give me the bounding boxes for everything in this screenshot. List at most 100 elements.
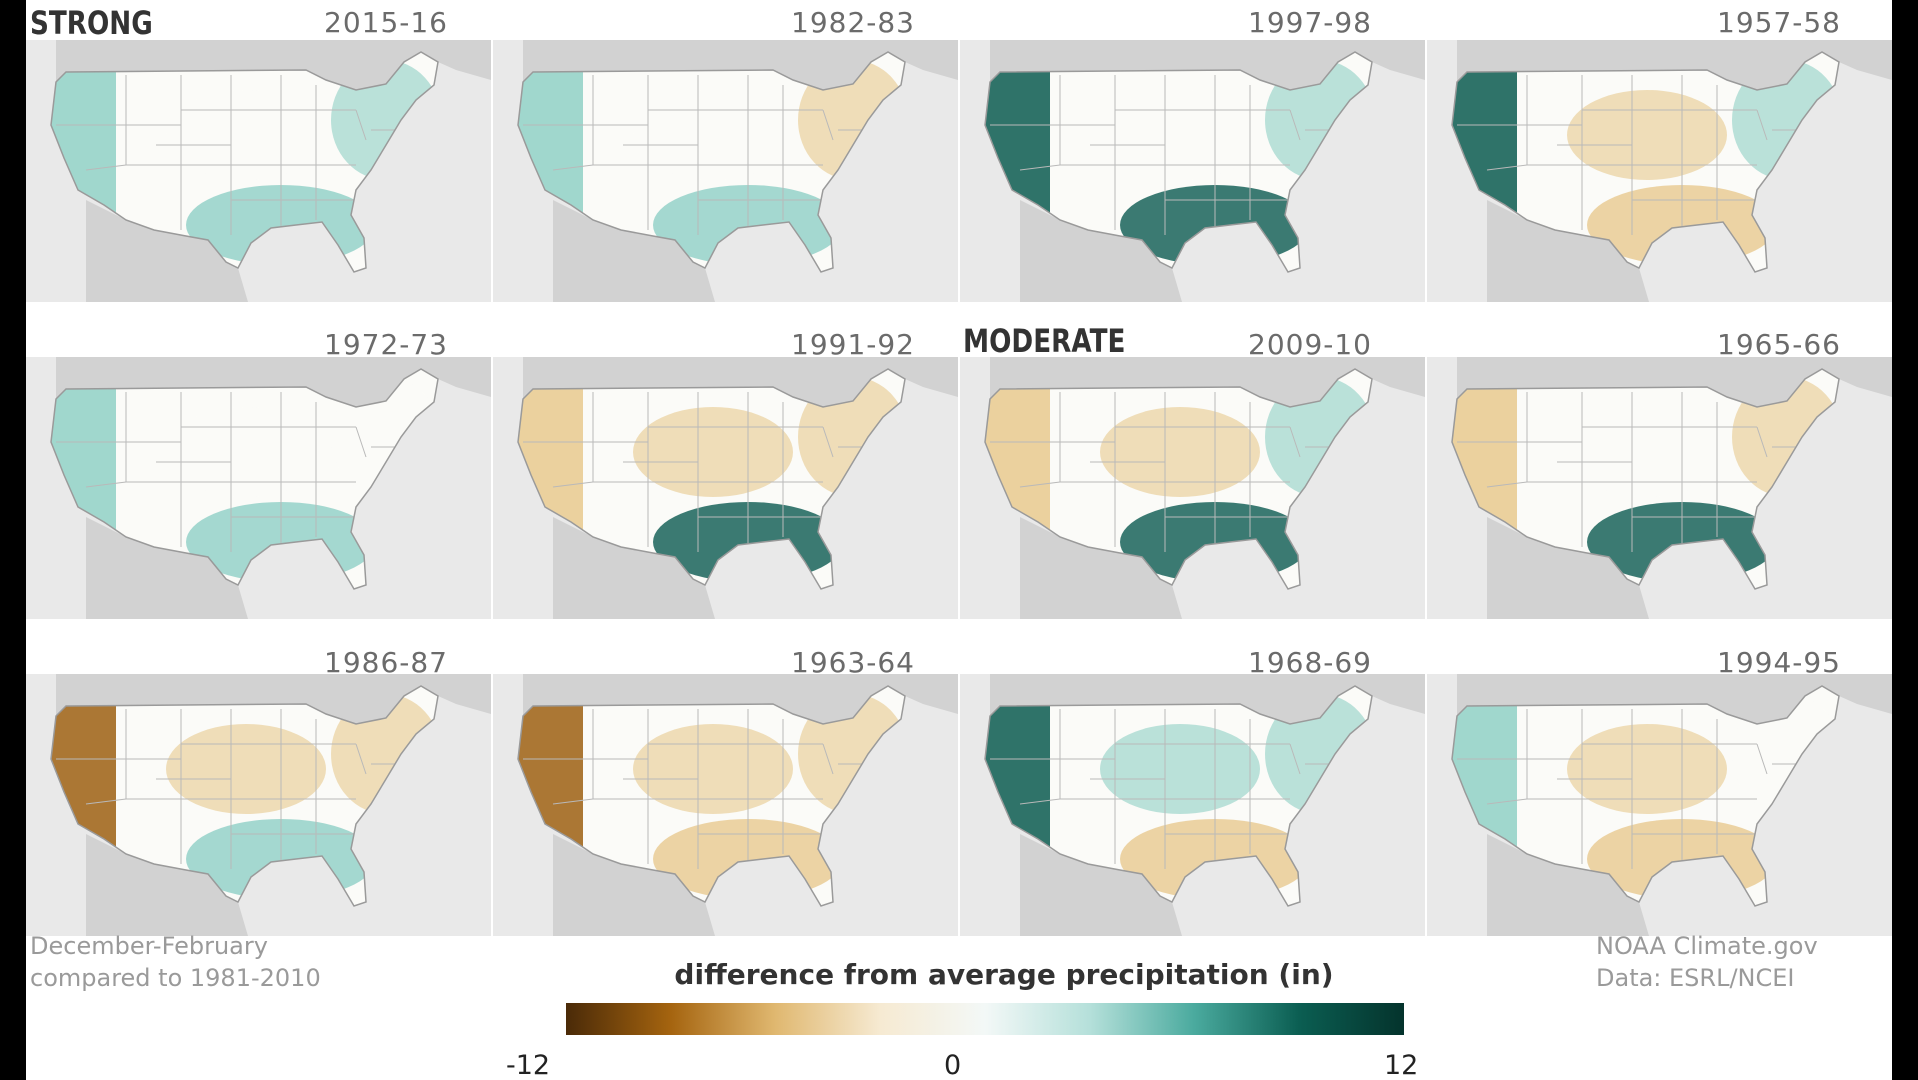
map-panel-1965-66: [1427, 357, 1892, 619]
state-border: [822, 426, 834, 458]
mexico-land: [86, 834, 248, 936]
us-map: [960, 674, 1425, 936]
period-note: December-February compared to 1981-2010: [30, 930, 321, 994]
year-label: 1957-58: [1717, 6, 1841, 39]
us-outline: [984, 368, 1373, 590]
year-label: 2009-10: [1248, 328, 1372, 361]
state-border: [552, 481, 594, 488]
mexico-land: [1487, 517, 1649, 619]
midwest-anomaly: [166, 90, 326, 180]
category-label-moderate: MODERATE: [963, 322, 1126, 360]
canada-land: [1457, 40, 1892, 90]
midwest-anomaly: [1100, 90, 1260, 180]
year-label: 1994-95: [1717, 646, 1841, 679]
us-outline: [50, 685, 439, 907]
state-border: [1756, 426, 1768, 458]
state-border: [1019, 481, 1061, 488]
map-panel-1982-83: [493, 40, 958, 302]
mexico-land: [1487, 200, 1649, 302]
us-outline: [517, 685, 906, 907]
us-map: [26, 674, 491, 936]
us-map: [960, 357, 1425, 619]
us-outline: [1451, 685, 1840, 907]
state-border: [1289, 426, 1301, 458]
midwest-anomaly: [166, 407, 326, 497]
state-border: [1289, 743, 1301, 775]
credit-note-line1: NOAA Climate.gov: [1596, 932, 1818, 960]
period-note-line1: December-February: [30, 932, 268, 960]
canada-land: [523, 674, 958, 724]
us-precip-anomaly: [985, 686, 1372, 906]
canada-land: [523, 357, 958, 407]
state-border: [85, 798, 127, 805]
state-border: [355, 426, 367, 458]
map-panel-1968-69: [960, 674, 1425, 936]
map-panel-1986-87: [26, 674, 491, 936]
state-border: [1756, 109, 1768, 141]
credit-note: NOAA Climate.gov Data: ESRL/NCEI: [1596, 930, 1818, 994]
midwest-anomaly: [1100, 407, 1260, 497]
us-outline: [50, 368, 439, 590]
year-label: 1982-83: [791, 6, 915, 39]
state-border: [1486, 481, 1528, 488]
canada-land: [56, 357, 491, 407]
mexico-land: [553, 834, 715, 936]
state-border: [822, 743, 834, 775]
us-map: [493, 40, 958, 302]
mexico-land: [1020, 517, 1182, 619]
us-outline: [984, 51, 1373, 273]
year-label: 1991-92: [791, 328, 915, 361]
state-border: [1289, 109, 1301, 141]
legend-max-label: 12: [1384, 1050, 1419, 1080]
state-border: [822, 109, 834, 141]
legend-mid-label: 0: [944, 1050, 962, 1080]
map-panel-2009-10: [960, 357, 1425, 619]
canada-land: [990, 40, 1425, 90]
canada-land: [56, 40, 491, 90]
map-panel-1972-73: [26, 357, 491, 619]
year-label: 1965-66: [1717, 328, 1841, 361]
year-label: 1968-69: [1248, 646, 1372, 679]
state-border: [1756, 743, 1768, 775]
map-panel-1963-64: [493, 674, 958, 936]
us-map: [960, 40, 1425, 302]
midwest-anomaly: [633, 90, 793, 180]
us-map: [493, 357, 958, 619]
mexico-land: [86, 517, 248, 619]
period-note-line2: compared to 1981-2010: [30, 964, 321, 992]
map-panel-1994-95: [1427, 674, 1892, 936]
map-grid-panel: 2015-16 1982-83 1997-98 1957-58 1972-73 …: [26, 0, 1892, 1080]
state-border: [85, 481, 127, 488]
state-border: [355, 743, 367, 775]
canada-land: [1457, 674, 1892, 724]
state-border: [1019, 164, 1061, 171]
canada-land: [1457, 357, 1892, 407]
canada-land: [990, 357, 1425, 407]
mexico-land: [553, 517, 715, 619]
map-panel-1991-92: [493, 357, 958, 619]
us-map: [1427, 40, 1892, 302]
midwest-anomaly: [1567, 724, 1727, 814]
midwest-anomaly: [1567, 90, 1727, 180]
us-outline: [517, 51, 906, 273]
canada-land: [523, 40, 958, 90]
legend-title: difference from average precipitation (i…: [674, 958, 1334, 991]
us-outline: [1451, 51, 1840, 273]
state-border: [552, 164, 594, 171]
state-border: [552, 798, 594, 805]
us-map: [1427, 357, 1892, 619]
state-border: [355, 109, 367, 141]
year-label: 1972-73: [324, 328, 448, 361]
legend-min-label: -12: [506, 1050, 551, 1080]
state-border: [1486, 798, 1528, 805]
mexico-land: [1487, 834, 1649, 936]
year-label: 1963-64: [791, 646, 915, 679]
map-panel-1957-58: [1427, 40, 1892, 302]
state-border: [85, 164, 127, 171]
us-outline: [50, 51, 439, 273]
canada-land: [990, 674, 1425, 724]
us-outline: [984, 685, 1373, 907]
midwest-anomaly: [166, 724, 326, 814]
year-label: 1986-87: [324, 646, 448, 679]
